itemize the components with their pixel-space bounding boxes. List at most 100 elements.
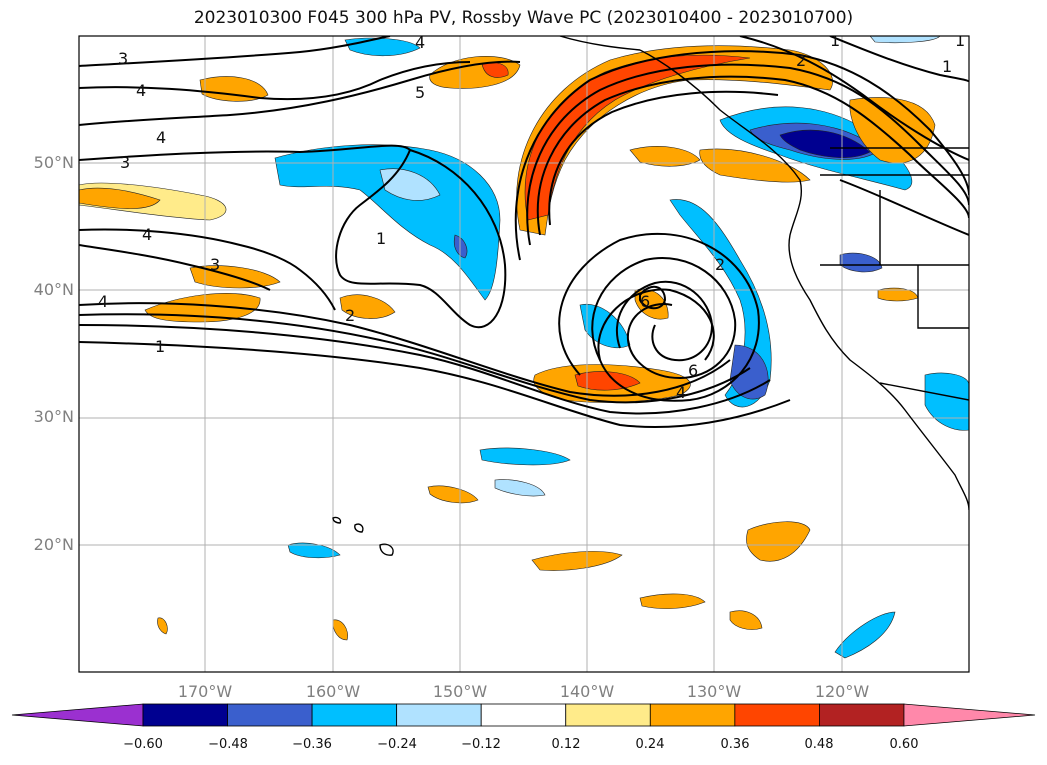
hawaii-3 bbox=[332, 516, 342, 524]
pv-negative-south-2 bbox=[494, 479, 546, 497]
lat-label-30n: 30°N bbox=[33, 407, 74, 426]
contour-label: 4 bbox=[136, 81, 146, 100]
contour-label: 4 bbox=[98, 292, 108, 311]
contour-label: 5 bbox=[415, 83, 425, 102]
contour-arc-inner bbox=[548, 90, 779, 226]
pv-positive-south-1 bbox=[427, 485, 479, 504]
pv-positive-bc-coast bbox=[699, 148, 811, 183]
contour-label: 2 bbox=[796, 51, 806, 70]
contour-label: 1 bbox=[376, 229, 386, 248]
contour-label: 3 bbox=[118, 49, 128, 68]
contour-labels: 3 4 4 3 4 4 3 2 1 5 4 1 2 1 6 6 4 2 1 1 bbox=[98, 31, 965, 402]
colorbar bbox=[11, 703, 1036, 727]
contour-label: 4 bbox=[142, 225, 152, 244]
lat-label-40n: 40°N bbox=[33, 280, 74, 299]
colorbar-swatch bbox=[734, 703, 820, 727]
contour-east-top-2 bbox=[829, 36, 969, 83]
gridlines bbox=[79, 36, 969, 672]
contour-label: 1 bbox=[155, 337, 165, 356]
colorbar-tick: 0.60 bbox=[889, 737, 919, 752]
contour-4-arm bbox=[79, 302, 731, 397]
contour-label: 4 bbox=[156, 128, 166, 147]
map-title: 2023010300 F045 300 hPa PV, Rossby Wave … bbox=[193, 8, 854, 28]
colorbar-tick: −0.36 bbox=[292, 737, 332, 752]
contour-label: 3 bbox=[210, 255, 220, 274]
colorbar-extend-low bbox=[11, 703, 144, 727]
pv-positive-south-4 bbox=[639, 593, 706, 609]
lon-label-170w: 170°W bbox=[177, 682, 233, 701]
pv-negative-northeast-core bbox=[779, 129, 871, 158]
pv-negative-south-3 bbox=[287, 542, 341, 559]
map-content: 3 4 4 3 4 4 3 2 1 5 4 1 2 1 6 6 4 2 1 1 bbox=[79, 31, 969, 672]
west-coast-north-america bbox=[639, 49, 969, 511]
contour-5-north bbox=[79, 61, 471, 101]
contour-label: 1 bbox=[942, 57, 952, 76]
contour-2 bbox=[79, 324, 771, 415]
contour-1-loop bbox=[335, 148, 507, 328]
contour-3-west bbox=[79, 244, 271, 291]
colorbar-tick: 0.24 bbox=[635, 737, 665, 752]
colorbar-swatch bbox=[649, 703, 736, 727]
contour-vortex-3 bbox=[615, 280, 714, 362]
contour-east-mid bbox=[839, 179, 969, 236]
contour-4-north bbox=[79, 60, 521, 126]
contour-1-west bbox=[79, 144, 411, 161]
colorbar-swatch bbox=[396, 703, 482, 727]
pv-positive-south-7 bbox=[157, 617, 168, 635]
us-mexico-border bbox=[879, 382, 969, 401]
contour-label: 4 bbox=[415, 33, 425, 52]
pv-positive-south-3 bbox=[746, 521, 811, 562]
contour-label: 1 bbox=[955, 31, 965, 50]
colorbar-swatch bbox=[819, 703, 905, 727]
colorbar-tick: 0.12 bbox=[551, 737, 581, 752]
colorbar-tick: −0.60 bbox=[123, 737, 163, 752]
contour-4-top bbox=[79, 36, 391, 67]
lat-label-50n: 50°N bbox=[33, 153, 74, 172]
colorbar-swatch bbox=[565, 703, 651, 727]
pv-positive-far-west-core bbox=[79, 187, 161, 209]
pv-positive-south-6 bbox=[332, 619, 348, 641]
pv-positive-west-small bbox=[339, 294, 396, 319]
colorbar-tick: −0.24 bbox=[377, 737, 417, 752]
colorbar-tick: −0.48 bbox=[208, 737, 248, 752]
lon-label-150w: 150°W bbox=[432, 682, 488, 701]
pv-negative-central-light bbox=[379, 168, 441, 201]
pv-negative-east-small bbox=[839, 252, 883, 273]
contour-arc-2 bbox=[526, 63, 969, 246]
contour-label: 3 bbox=[120, 153, 130, 172]
colorbar-swatch bbox=[480, 703, 567, 727]
colorbar-swatch bbox=[142, 703, 228, 727]
contour-label: 6 bbox=[688, 361, 698, 380]
contour-1-south bbox=[79, 341, 791, 428]
contour-label: 2 bbox=[715, 255, 725, 274]
pv-contours bbox=[79, 36, 969, 428]
pv-positive-northwest bbox=[199, 76, 269, 102]
contour-label: 1 bbox=[830, 31, 840, 50]
contour-vortex-2 bbox=[591, 257, 737, 380]
colorbar-tick: 0.36 bbox=[720, 737, 750, 752]
hawaii-2 bbox=[354, 523, 364, 533]
lon-label-160w: 160°W bbox=[305, 682, 361, 701]
contour-label: 6 bbox=[640, 292, 650, 311]
pv-positive-mid-small bbox=[629, 146, 701, 167]
contour-2-west bbox=[79, 228, 336, 311]
pv-negative-central-core bbox=[453, 234, 468, 259]
colorbar-tick: 0.48 bbox=[804, 737, 834, 752]
us-state-line-4 bbox=[917, 265, 969, 329]
pv-negative-south-4 bbox=[834, 611, 896, 659]
hawaii-1 bbox=[379, 543, 394, 556]
contour-east-top bbox=[739, 36, 969, 161]
lat-label-20n: 20°N bbox=[33, 535, 74, 554]
pv-negative-south-1 bbox=[479, 447, 571, 466]
contour-3 bbox=[79, 313, 751, 404]
pv-positive-south-core bbox=[574, 371, 641, 391]
alaska-coast bbox=[559, 36, 641, 51]
colorbar-swatch bbox=[227, 703, 313, 727]
lon-label-130w: 130°W bbox=[686, 682, 742, 701]
contour-vortex-1 bbox=[558, 232, 760, 402]
map-frame bbox=[78, 35, 970, 673]
contour-vortex-inner bbox=[639, 285, 667, 310]
pv-negative-east-edge bbox=[924, 372, 969, 431]
colorbar-extend-high bbox=[903, 703, 1036, 727]
